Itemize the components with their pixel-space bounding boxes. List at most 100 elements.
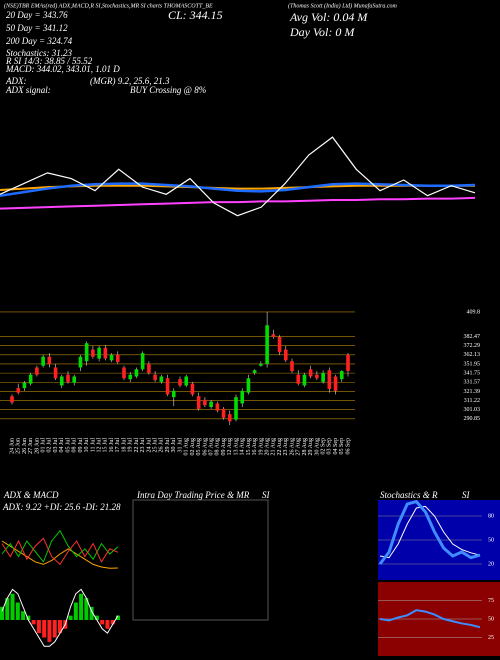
adx-label: ADX: — [5, 76, 27, 86]
date-label: 11 Jul — [90, 438, 96, 453]
macd-bar — [26, 615, 31, 620]
macd-bar — [47, 620, 52, 642]
candle-body — [35, 367, 39, 375]
candle-body — [122, 367, 126, 379]
candle-body — [308, 369, 313, 377]
macd-bar — [116, 615, 120, 620]
price-label: 341.75 — [464, 370, 481, 376]
candle-body — [221, 408, 226, 418]
date-label: 26 Jun — [22, 438, 28, 454]
date-label: 23 Aug — [283, 438, 289, 456]
candle-body — [97, 347, 101, 359]
macd-bar — [31, 620, 36, 625]
date-label: 13 Aug — [233, 438, 239, 456]
candle-body — [10, 396, 14, 403]
candle-body — [252, 370, 257, 373]
date-label: 12 Aug — [227, 438, 233, 456]
stoch-k — [378, 499, 481, 565]
rsi-tick: 25 — [488, 635, 494, 641]
price-label: 301.03 — [464, 407, 481, 413]
date-label: 02 Aug — [190, 438, 196, 456]
date-label: 12 Jul — [96, 438, 102, 453]
candle-body — [66, 374, 70, 382]
macd-bar — [84, 598, 89, 620]
candle-body — [153, 374, 157, 381]
date-label: 27 Aug — [296, 438, 302, 456]
date-label: 14 Aug — [240, 438, 246, 456]
adx-values: (MGR) 9.2, 25.6, 21.3 — [90, 76, 170, 86]
candle-body — [128, 374, 133, 380]
candle-body — [265, 325, 269, 364]
date-label: 26 Aug — [289, 438, 295, 456]
price-line — [0, 136, 476, 217]
macd-bar — [42, 620, 47, 638]
date-label: 21 Aug — [271, 438, 277, 456]
plus-di — [1, 529, 119, 563]
candle-body — [315, 374, 319, 379]
date-label: 05 Aug — [196, 438, 202, 456]
candle-body — [171, 390, 176, 398]
date-label: 20 Aug — [264, 438, 270, 456]
date-label: 04 Jul — [59, 438, 65, 453]
date-label: 01 Aug — [184, 438, 190, 456]
macd-line — [1, 588, 119, 647]
candle-body — [321, 372, 325, 382]
stoch-d — [379, 505, 481, 559]
macd-bar — [79, 593, 84, 620]
candle-body — [203, 399, 207, 406]
macd-bar — [100, 620, 105, 625]
date-label: 05 Sep — [339, 438, 345, 455]
price-label: 372.29 — [464, 343, 481, 349]
date-label: 05 Jul — [65, 438, 71, 453]
date-label: 24 Jul — [146, 438, 152, 453]
candle-body — [283, 349, 288, 361]
macd-bar — [110, 620, 115, 625]
candle-body — [296, 374, 301, 384]
date-label: 24 Jun — [9, 438, 15, 454]
ema50: 50 Day = 341.12 — [6, 23, 68, 33]
candle-body — [196, 396, 201, 409]
date-label: 29 Aug — [308, 438, 314, 456]
price-label: 321.39 — [464, 389, 481, 395]
candle-body — [277, 336, 282, 353]
macd-bar — [105, 620, 110, 629]
rsi-tick: 75 — [488, 598, 494, 604]
candle-body — [147, 363, 151, 373]
candle-body — [72, 376, 77, 383]
candle-body — [115, 354, 120, 363]
adx-signal-label: ADX signal: — [5, 85, 51, 95]
price-label: 351.95 — [464, 361, 481, 367]
date-label: 06 Aug — [202, 438, 208, 456]
date-label: 28 Aug — [302, 438, 308, 456]
ema200: 200 Day = 324.74 — [6, 36, 73, 46]
adx-title: ADX & MACD — [3, 490, 59, 500]
candle-body — [22, 382, 27, 389]
macd-bar — [5, 598, 10, 620]
macd-bar — [73, 602, 78, 620]
candle-body — [159, 376, 164, 382]
header-title: (NSE)TBR EMAs(red) ADX,MACD,R SI,Stochas… — [4, 2, 213, 9]
date-label: 01 Jul — [40, 438, 46, 453]
date-label: 02 Jul — [47, 438, 53, 453]
day-vol: Day Vol: 0 M — [289, 25, 355, 39]
candle-body — [259, 363, 263, 366]
macd-bar — [68, 615, 73, 620]
candle-body — [234, 397, 238, 420]
macd-bar — [10, 593, 15, 620]
candle-body — [302, 374, 307, 386]
candle-body — [165, 378, 170, 395]
header-site: (Thomas Scott (India) Ltd) MunafaSutra.c… — [288, 2, 397, 9]
date-label: 25 Jul — [152, 438, 158, 453]
date-label: 02 Sep — [320, 438, 326, 455]
minus-di — [1, 537, 119, 566]
candle-body — [109, 354, 114, 361]
rsi-tick: 50 — [488, 616, 494, 622]
candle-body — [271, 334, 276, 337]
date-label: 09 Jul — [78, 438, 84, 453]
candle-body — [184, 376, 189, 386]
date-label: 03 Jul — [53, 438, 59, 453]
candle-body — [53, 367, 58, 379]
rsi: R SI 14/3: 38.85 / 55.52 — [5, 56, 93, 66]
date-label: 04 Sep — [333, 438, 339, 455]
